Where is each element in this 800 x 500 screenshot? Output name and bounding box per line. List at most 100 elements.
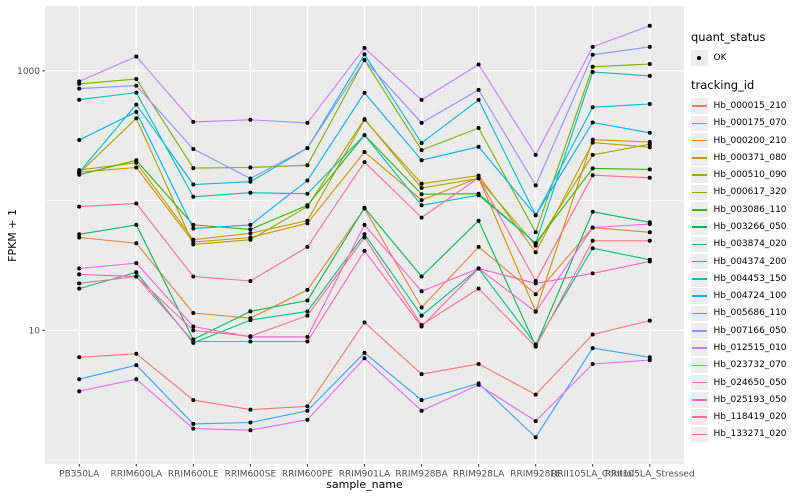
data-point [305,287,310,292]
data-point [476,62,481,67]
legend-key-box [691,340,708,356]
data-point [248,339,253,344]
data-point [191,398,196,403]
data-point [305,120,310,125]
legend-item-label: Hb_133271_020 [713,429,787,440]
data-point [419,408,424,413]
data-point [419,158,424,163]
data-point [362,222,367,227]
data-point [248,176,253,181]
line-swatch-icon [692,260,707,263]
data-point [590,225,595,230]
data-point [305,163,310,168]
data-point [590,346,595,351]
data-point [590,140,595,145]
legend: quant_status OK tracking_id Hb_000015_21… [691,30,799,444]
legend-item-Hb_000015_210: Hb_000015_210 [691,98,799,114]
legend-item-Hb_004724_100: Hb_004724_100 [691,288,799,304]
data-point [647,73,652,78]
data-point [590,332,595,337]
legend-key-box [691,253,708,270]
data-point [248,237,253,242]
data-point [362,90,367,95]
point-swatch-icon [697,55,702,60]
data-point [362,46,367,50]
data-point [419,203,424,208]
data-point [77,79,82,84]
data-point [248,279,253,283]
data-point [305,408,310,413]
data-point [191,324,196,329]
legend-item-label: Hb_005686_110 [713,308,787,319]
data-point [419,313,424,318]
legend-key-box [691,426,708,443]
data-point [248,309,253,314]
data-point [362,232,367,237]
legend-key-box [691,115,708,132]
data-point [305,334,310,339]
data-point [134,363,139,368]
data-point [419,148,424,153]
data-point [248,334,253,339]
data-point [362,160,367,165]
data-point [419,141,424,145]
data-point [305,218,310,223]
legend-item-Hb_004374_200: Hb_004374_200 [691,253,799,270]
data-point [362,52,367,57]
data-point [590,238,595,243]
x-tick-label: PB350LA [59,470,100,480]
data-point [476,244,481,249]
data-point [191,311,196,315]
data-point [362,350,367,355]
data-point [590,152,595,157]
legend-title-quant-status: quant_status [691,30,766,44]
legend-key-box [691,305,708,322]
data-point [647,358,652,363]
legend-item-Hb_133271_020: Hb_133271_020 [691,426,799,443]
legend-item-Hb_007166_050: Hb_007166_050 [691,322,799,339]
data-point [533,152,538,157]
x-tick-label: RRIM928LA [453,470,505,480]
legend-key-box [691,374,708,391]
legend-key-box [691,219,708,235]
line-swatch-icon [692,157,707,159]
legend-item-label: Hb_000200_210 [713,135,787,146]
data-point [419,97,424,102]
line-swatch-icon [692,329,707,332]
data-point [533,230,538,235]
data-point [134,116,139,121]
data-point [77,272,82,277]
y-axis-title: FPKM + 1 [4,6,20,464]
legend-item-Hb_118419_020: Hb_118419_020 [691,409,799,425]
data-point [362,356,367,361]
data-point [533,279,538,283]
legend-item-label: Hb_000015_210 [713,101,787,112]
data-point [191,147,196,151]
data-point [362,133,367,138]
data-point [362,235,367,240]
data-point [305,203,310,208]
x-tick-label: RRIM600LE [168,470,219,480]
data-point [305,339,310,344]
data-point [647,167,652,172]
legend-key-box [691,184,708,201]
x-tick-label: RRIM600LA [111,470,163,480]
line-swatch-icon [692,381,707,384]
data-point [305,191,310,196]
legend-item-label: Hb_000510_090 [713,170,787,181]
data-point [647,62,652,66]
data-point [419,372,424,377]
data-point [134,351,139,356]
data-point [590,271,595,276]
legend-key-box [691,50,708,66]
legend-item-Hb_003266_050: Hb_003266_050 [691,219,799,235]
data-point [419,398,424,403]
data-point [419,289,424,294]
data-point [647,230,652,235]
y-tick-label: 1000 [17,67,40,77]
legend-item-label: Hb_012515_010 [713,343,787,354]
data-point [77,377,82,382]
data-point [134,270,139,275]
data-point [476,175,481,180]
